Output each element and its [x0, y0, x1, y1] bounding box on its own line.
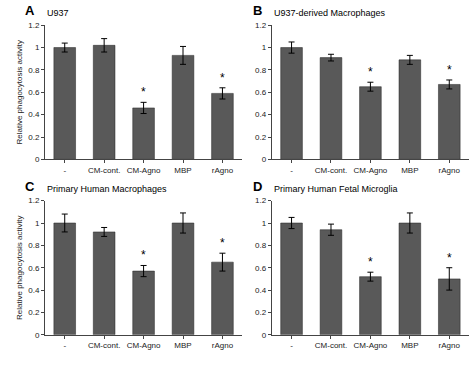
svg-text:*: * [368, 255, 373, 269]
svg-text:CM-Agno: CM-Agno [127, 341, 161, 350]
svg-text:0.8: 0.8 [28, 241, 40, 250]
svg-text:1: 1 [35, 43, 40, 52]
svg-text:MBP: MBP [401, 341, 418, 350]
svg-text:B: B [253, 3, 262, 18]
svg-text:D: D [253, 179, 262, 194]
svg-text:CM-cont.: CM-cont. [315, 341, 347, 350]
svg-text:*: * [447, 63, 452, 77]
svg-text:0.6: 0.6 [28, 264, 40, 273]
svg-text:rAgno: rAgno [439, 341, 461, 350]
svg-text:-: - [63, 341, 66, 350]
svg-text:CM-Agno: CM-Agno [354, 341, 388, 350]
svg-text:1.2: 1.2 [255, 196, 267, 205]
svg-text:*: * [447, 251, 452, 265]
svg-text:0.6: 0.6 [28, 88, 40, 97]
svg-text:0.6: 0.6 [255, 264, 267, 273]
svg-text:rAgno: rAgno [212, 166, 234, 175]
svg-text:0.8: 0.8 [28, 66, 40, 75]
svg-text:U937-derived Macrophages: U937-derived Macrophages [274, 8, 386, 18]
svg-text:MBP: MBP [401, 166, 418, 175]
svg-text:U937: U937 [47, 8, 69, 18]
svg-text:Relative phagocytosis activity: Relative phagocytosis activity [15, 215, 24, 320]
svg-text:Primary Human Macrophages: Primary Human Macrophages [47, 184, 167, 194]
svg-text:0.4: 0.4 [28, 110, 40, 119]
svg-text:0.2: 0.2 [28, 133, 40, 142]
svg-text:*: * [141, 248, 146, 262]
svg-text:0.6: 0.6 [255, 88, 267, 97]
svg-text:1: 1 [35, 219, 40, 228]
svg-text:rAgno: rAgno [439, 166, 461, 175]
svg-text:C: C [25, 179, 35, 194]
svg-text:0: 0 [262, 155, 267, 164]
svg-text:1.2: 1.2 [28, 21, 40, 30]
svg-text:CM-cont.: CM-cont. [88, 341, 120, 350]
svg-text:1.2: 1.2 [28, 196, 40, 205]
svg-text:0.2: 0.2 [255, 133, 267, 142]
svg-text:0.2: 0.2 [255, 308, 267, 317]
svg-text:1.2: 1.2 [255, 21, 267, 30]
svg-text:-: - [63, 166, 66, 175]
svg-text:Primary Human Fetal Microglia: Primary Human Fetal Microglia [274, 184, 398, 194]
svg-text:MBP: MBP [174, 341, 191, 350]
svg-text:1: 1 [262, 219, 267, 228]
svg-text:*: * [141, 85, 146, 99]
svg-text:*: * [220, 71, 225, 85]
svg-text:0.4: 0.4 [255, 286, 267, 295]
svg-text:MBP: MBP [174, 166, 191, 175]
svg-text:CM-Agno: CM-Agno [354, 166, 388, 175]
svg-text:CM-Agno: CM-Agno [127, 166, 161, 175]
svg-text:0.2: 0.2 [28, 308, 40, 317]
svg-text:*: * [220, 236, 225, 250]
svg-text:-: - [290, 341, 293, 350]
svg-text:0.8: 0.8 [255, 66, 267, 75]
svg-text:0.8: 0.8 [255, 241, 267, 250]
svg-text:0.4: 0.4 [28, 286, 40, 295]
svg-text:0: 0 [35, 331, 40, 340]
svg-text:Relative phagocytosis activity: Relative phagocytosis activity [15, 40, 24, 145]
svg-text:-: - [290, 166, 293, 175]
svg-text:0: 0 [35, 155, 40, 164]
svg-text:0: 0 [262, 331, 267, 340]
svg-text:rAgno: rAgno [212, 341, 234, 350]
svg-text:CM-cont.: CM-cont. [88, 166, 120, 175]
svg-text:0.4: 0.4 [255, 110, 267, 119]
svg-text:*: * [368, 65, 373, 79]
svg-text:1: 1 [262, 43, 267, 52]
svg-text:A: A [25, 3, 35, 18]
svg-text:CM-cont.: CM-cont. [315, 166, 347, 175]
